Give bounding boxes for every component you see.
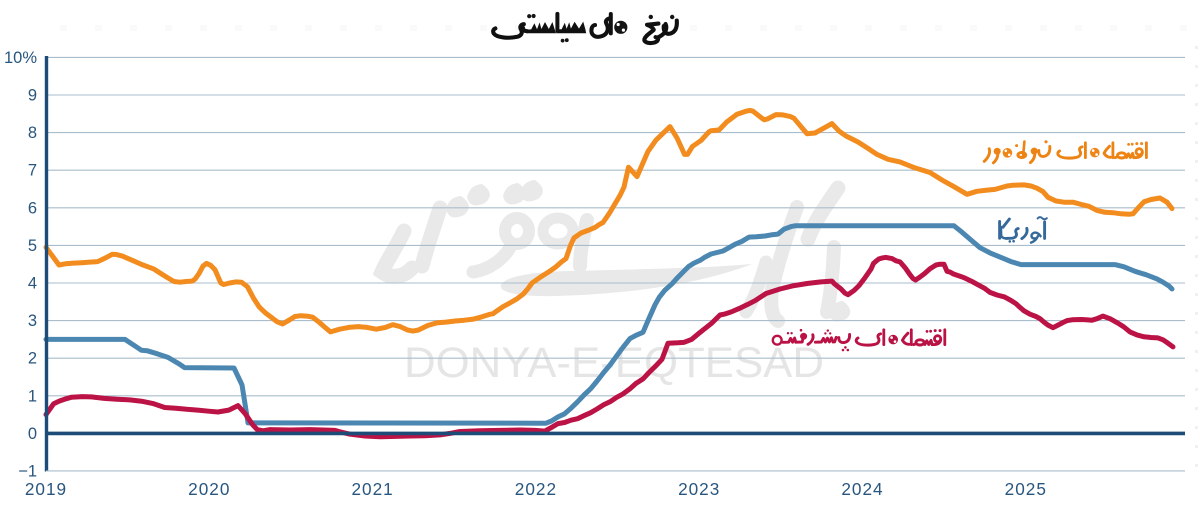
svg-text:2025: 2025 bbox=[1005, 479, 1047, 499]
svg-text:2023: 2023 bbox=[678, 479, 720, 499]
svg-text:5: 5 bbox=[28, 237, 37, 255]
svg-text:2024: 2024 bbox=[841, 479, 883, 499]
svg-text:−1: −1 bbox=[18, 463, 37, 481]
svg-text:10%: 10% bbox=[4, 49, 37, 67]
svg-text:1: 1 bbox=[28, 387, 37, 405]
svg-text:4: 4 bbox=[28, 275, 37, 293]
svg-text:2: 2 bbox=[28, 350, 37, 368]
svg-text:8: 8 bbox=[28, 124, 37, 142]
svg-text:3: 3 bbox=[28, 312, 37, 330]
svg-text:0: 0 bbox=[28, 425, 37, 443]
svg-text:2022: 2022 bbox=[515, 479, 557, 499]
svg-text:2019: 2019 bbox=[25, 479, 67, 499]
svg-text:7: 7 bbox=[28, 162, 37, 180]
svg-text:2020: 2020 bbox=[188, 479, 230, 499]
svg-text:9: 9 bbox=[28, 87, 37, 105]
svg-text:6: 6 bbox=[28, 199, 37, 217]
svg-text:2021: 2021 bbox=[351, 479, 393, 499]
